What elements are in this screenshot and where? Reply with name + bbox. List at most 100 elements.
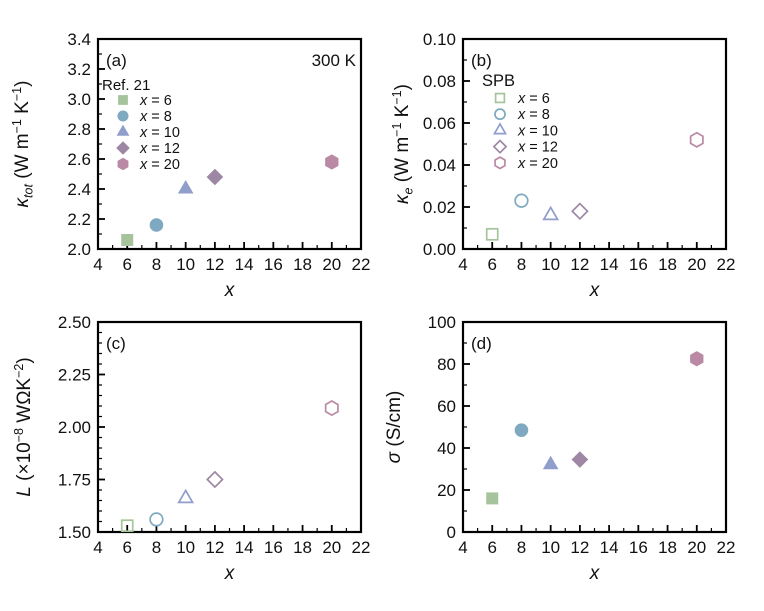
x-tick-label: 10 — [176, 538, 195, 557]
point-d-x20 — [690, 351, 704, 367]
legend-marker-circle — [494, 108, 506, 121]
annotation-temperature: 300 K — [312, 51, 357, 70]
point-a-x10 — [177, 179, 194, 194]
y-axis-label: κe (W m−1 K−1) — [390, 84, 415, 204]
x-tick-label: 6 — [487, 255, 496, 274]
y-tick-label: 3.2 — [67, 60, 91, 79]
x-tick-label: 20 — [687, 255, 706, 274]
y-tick-label: 0.00 — [423, 240, 456, 259]
x-tick-label: 12 — [205, 255, 224, 274]
plot-box — [96, 320, 363, 534]
point-a-x20 — [325, 154, 339, 170]
x-axis: 4 6 8 10 12 14 16 18 20 22 x — [93, 525, 370, 584]
x-tick-label: 4 — [458, 538, 467, 557]
x-tick-label: 4 — [93, 538, 102, 557]
data-points — [485, 131, 704, 241]
legend-marker-diamond — [116, 141, 130, 155]
x-tick-label: 14 — [235, 255, 254, 274]
x-tick-label: 18 — [658, 255, 677, 274]
y-tick-label: 0.06 — [423, 114, 456, 133]
y-tick-label: 40 — [437, 439, 456, 458]
x-tick-label: 22 — [352, 538, 371, 557]
y-axis: 0 20 40 60 80 100 σ (S/cm) — [384, 313, 470, 542]
y-tick-label: 0.10 — [423, 30, 456, 49]
point-d-x6 — [486, 492, 499, 505]
x-axis-label: x — [589, 563, 601, 584]
legend-item-label: x = 8 — [517, 107, 550, 123]
x-tick-label: 12 — [570, 538, 589, 557]
y-axis: 2.0 2.2 2.4 2.6 2.8 3.0 3.2 3.4 κtot (W m−1 K−1) — [10, 30, 105, 259]
legend-item-label: x = 20 — [139, 157, 180, 173]
legend: Ref. 21x = 6x = 8x = 10x = 12x = 20 — [102, 77, 180, 173]
panel-label: (c) — [106, 334, 126, 353]
plot-box — [461, 320, 728, 534]
y-tick-label: 3.4 — [67, 30, 91, 49]
legend-item-label: x = 12 — [139, 141, 180, 157]
point-d-x8 — [514, 423, 529, 437]
legend-title: Ref. 21 — [102, 77, 150, 94]
x-tick-label: 20 — [687, 538, 706, 557]
legend-marker-hexagon — [494, 156, 506, 170]
x-axis: 4 6 8 10 12 14 16 18 20 22 x — [458, 242, 735, 301]
x-tick-label: 18 — [293, 538, 312, 557]
legend-marker-hexagon — [117, 157, 129, 171]
x-tick-label: 10 — [541, 255, 560, 274]
x-tick-label: 22 — [717, 255, 736, 274]
legend-item-label: x = 12 — [517, 140, 558, 156]
x-tick-label: 22 — [352, 255, 371, 274]
y-tick-label: 1.75 — [58, 471, 91, 490]
point-d-x10 — [542, 455, 559, 470]
legend-marker-triangle — [492, 122, 508, 135]
y-tick-label: 2.0 — [67, 240, 91, 259]
panel-label: (d) — [471, 334, 492, 353]
x-tick-label: 16 — [264, 255, 283, 274]
legend-item-label: x = 6 — [139, 93, 172, 109]
legend-item-label: x = 20 — [517, 156, 558, 172]
point-a-x12 — [206, 168, 224, 186]
point-b-x6 — [485, 227, 499, 241]
x-tick-label: 8 — [152, 255, 161, 274]
y-tick-label: 2.00 — [58, 418, 91, 437]
x-axis-label: x — [224, 563, 236, 584]
x-tick-label: 18 — [658, 538, 677, 557]
legend-item-label: x = 10 — [517, 123, 558, 139]
plot-box — [461, 37, 728, 251]
x-tick-label: 14 — [235, 538, 254, 557]
x-axis-label: x — [224, 280, 236, 301]
y-tick-label: 2.25 — [58, 366, 91, 385]
y-tick-label: 0.08 — [423, 72, 456, 91]
point-b-x10 — [542, 205, 560, 221]
x-tick-label: 8 — [517, 538, 526, 557]
x-tick-label: 14 — [600, 255, 619, 274]
x-tick-label: 22 — [717, 538, 736, 557]
point-c-x6 — [120, 519, 134, 533]
y-tick-label: 0 — [447, 523, 456, 542]
x-tick-label: 6 — [122, 255, 131, 274]
legend-marker-triangle — [116, 124, 130, 136]
panel-d-chart: 4 6 8 10 12 14 16 18 20 22 x 0 20 40 60 80 100 σ (S/cm) (d… — [384, 313, 735, 584]
y-axis-label: σ (S/cm) — [384, 391, 405, 464]
x-tick-label: 8 — [517, 255, 526, 274]
x-tick-label: 12 — [205, 538, 224, 557]
x-tick-label: 20 — [322, 255, 341, 274]
y-tick-label: 2.2 — [67, 210, 91, 229]
point-c-x8 — [149, 512, 164, 527]
point-c-x20 — [324, 400, 339, 417]
y-tick-label: 3.0 — [67, 90, 91, 109]
point-d-x12 — [571, 451, 589, 468]
plot-box — [96, 37, 363, 251]
x-axis: 4 6 8 10 12 14 16 18 20 22 x — [458, 525, 735, 584]
x-tick-label: 10 — [541, 538, 560, 557]
x-tick-label: 16 — [629, 538, 648, 557]
x-tick-label: 4 — [458, 255, 467, 274]
x-tick-label: 4 — [93, 255, 102, 274]
point-b-x12 — [571, 202, 589, 221]
panel-a-chart: 4 6 8 10 12 14 16 18 20 22 x 2.0 2.2 2.4 2.6 2.8 3.0 3.2 3… — [10, 30, 371, 301]
y-tick-label: 80 — [437, 355, 456, 374]
x-tick-label: 16 — [264, 538, 283, 557]
y-tick-label: 0.04 — [423, 156, 456, 175]
y-tick-label: 2.4 — [67, 180, 91, 199]
x-tick-label: 18 — [293, 255, 312, 274]
